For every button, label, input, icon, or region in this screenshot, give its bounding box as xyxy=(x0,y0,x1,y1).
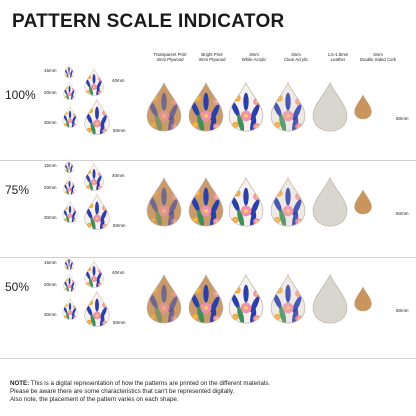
size-label: 60mm xyxy=(396,211,409,216)
scale-section-100: 100% 15mm 20mm 30mm 40mm 50mm 60mm xyxy=(0,64,416,160)
material-swatch xyxy=(312,82,348,132)
size-swatch xyxy=(84,260,104,288)
size-swatch xyxy=(64,64,74,78)
column-header: 3mm White Acrylic xyxy=(228,52,280,62)
size-swatch xyxy=(84,68,104,96)
material-swatch xyxy=(270,82,306,132)
scale-section-50: 50% 15mm 20mm 30mm 40mm 50mm 60mm xyxy=(0,256,416,352)
column-header-line: Double Sided Cork xyxy=(359,57,397,62)
size-label: 30mm xyxy=(44,215,57,220)
size-label: 30mm xyxy=(44,120,57,125)
column-header-line: 1.6-1.8mm xyxy=(327,52,349,57)
scale-percent: 75% xyxy=(5,183,30,197)
material-swatch xyxy=(312,177,348,227)
column-header-line: 3mm Plywood xyxy=(156,57,184,62)
size-label: 50mm xyxy=(113,223,126,228)
column-header-line: Bright Print xyxy=(201,52,223,57)
size-swatch xyxy=(84,290,110,328)
material-swatch xyxy=(228,82,264,132)
column-header-line: 3mm Plywood xyxy=(198,57,226,62)
material-swatch xyxy=(188,177,224,227)
column-header: 1.6-1.8mm Leather xyxy=(312,52,364,62)
size-label: 40mm xyxy=(112,173,125,178)
column-header-line: 3mm xyxy=(291,52,301,57)
section-divider xyxy=(0,358,416,359)
size-label: 40mm xyxy=(112,270,125,275)
column-header: 3mm Clear Acrylic xyxy=(270,52,322,62)
size-swatch xyxy=(84,193,110,231)
note-text: NOTE: This is a digital representation o… xyxy=(10,380,410,404)
scale-percent: 100% xyxy=(5,88,36,102)
size-swatch xyxy=(84,163,104,191)
material-swatch xyxy=(354,177,372,227)
size-label: 20mm xyxy=(44,90,57,95)
note-line-2: Please be aware there are some character… xyxy=(10,388,235,395)
material-swatch xyxy=(188,82,224,132)
material-swatch xyxy=(146,177,182,227)
size-label: 20mm xyxy=(44,282,57,287)
material-swatch xyxy=(228,274,264,324)
size-swatch xyxy=(84,98,110,136)
material-swatch xyxy=(146,274,182,324)
material-swatch xyxy=(312,274,348,324)
size-swatch xyxy=(64,159,74,173)
column-header-line: 3mm xyxy=(373,52,383,57)
column-header-line: Clear Acrylic xyxy=(284,57,308,62)
size-swatch xyxy=(62,201,78,223)
material-swatch xyxy=(188,274,224,324)
section-divider xyxy=(0,160,416,161)
size-label: 15mm xyxy=(44,68,57,73)
size-label: 20mm xyxy=(44,185,57,190)
page-title: PATTERN SCALE INDICATOR xyxy=(12,11,285,32)
column-header: Transparent Print 3mm Plywood xyxy=(144,52,196,62)
note-line-1: NOTE: This is a digital representation o… xyxy=(10,380,410,388)
size-label: 50mm xyxy=(113,320,126,325)
material-swatch xyxy=(270,274,306,324)
column-header-line: Transparent Print xyxy=(153,52,187,57)
column-header-line: Leather xyxy=(330,57,346,62)
size-swatch xyxy=(63,82,76,100)
note-line-1-text: This is a digital representation of how … xyxy=(29,380,271,387)
material-swatch xyxy=(270,177,306,227)
material-swatch xyxy=(354,274,372,324)
size-label: 60mm xyxy=(396,116,409,121)
size-label: 60mm xyxy=(396,308,409,313)
size-label: 15mm xyxy=(44,163,57,168)
column-header: 3mm Double Sided Cork xyxy=(352,52,404,62)
material-swatch xyxy=(354,82,372,132)
size-label: 40mm xyxy=(112,78,125,83)
size-swatch xyxy=(62,298,78,320)
note-label: NOTE: xyxy=(10,380,30,387)
scale-section-75: 75% 15mm 20mm 30mm 40mm 50mm 60mm xyxy=(0,159,416,255)
material-headers: Transparent Print 3mm Plywood Bright Pri… xyxy=(0,52,416,68)
scale-percent: 50% xyxy=(5,280,30,294)
size-swatch xyxy=(62,106,78,128)
material-swatch xyxy=(228,177,264,227)
column-header-line: 3mm xyxy=(249,52,259,57)
material-swatch xyxy=(146,82,182,132)
size-swatch xyxy=(63,274,76,292)
size-swatch xyxy=(64,256,74,270)
size-swatch xyxy=(63,177,76,195)
column-header: Bright Print 3mm Plywood xyxy=(186,52,238,62)
section-divider xyxy=(0,257,416,258)
column-header-line: White Acrylic xyxy=(241,57,267,62)
size-label: 15mm xyxy=(44,260,57,265)
note-line-3: Also note, the placement of the pattern … xyxy=(10,396,179,403)
size-label: 30mm xyxy=(44,312,57,317)
size-label: 50mm xyxy=(113,128,126,133)
